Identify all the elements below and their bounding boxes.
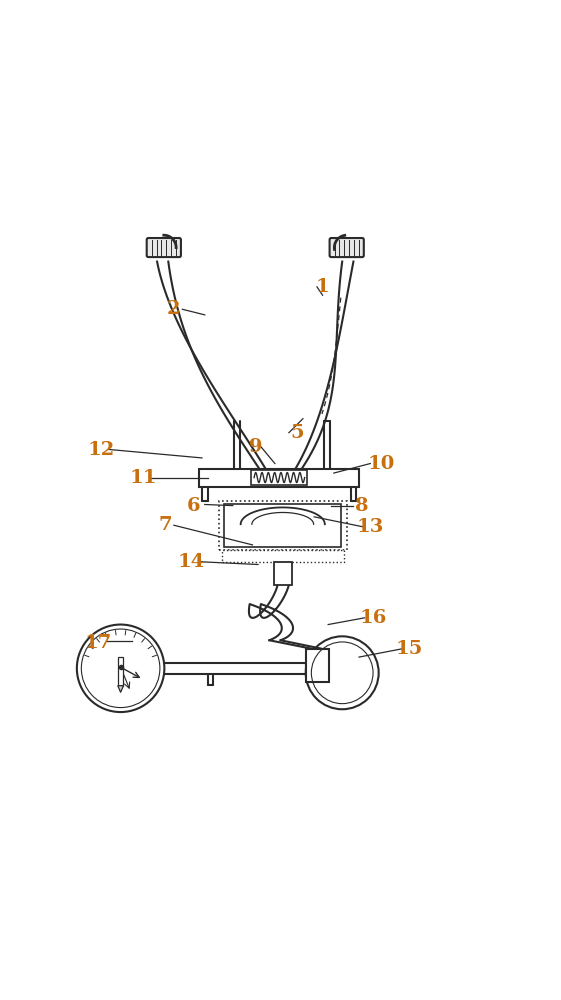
Bar (251, 470, 307, 485)
FancyBboxPatch shape (330, 238, 364, 257)
Text: 15: 15 (396, 640, 423, 658)
Bar (199, 469, 359, 487)
Text: 12: 12 (88, 441, 114, 459)
Circle shape (306, 636, 379, 709)
Text: 1: 1 (316, 278, 329, 296)
Bar (306, 649, 329, 682)
Bar (224, 504, 341, 547)
Polygon shape (118, 686, 123, 692)
Text: 8: 8 (355, 497, 369, 515)
FancyBboxPatch shape (146, 238, 181, 257)
Bar (118, 657, 123, 686)
Text: 11: 11 (129, 469, 157, 487)
Text: 16: 16 (360, 609, 387, 627)
Bar (222, 550, 344, 562)
Text: 17: 17 (85, 634, 112, 652)
Bar (219, 501, 347, 550)
Text: 13: 13 (357, 518, 384, 536)
Text: 7: 7 (159, 516, 172, 534)
Bar (274, 562, 292, 585)
Circle shape (77, 625, 164, 712)
Text: 10: 10 (368, 455, 395, 473)
Text: 6: 6 (187, 497, 200, 515)
Text: 2: 2 (167, 300, 181, 318)
Text: 14: 14 (177, 553, 204, 571)
Text: 5: 5 (291, 424, 304, 442)
Text: 9: 9 (249, 438, 262, 456)
